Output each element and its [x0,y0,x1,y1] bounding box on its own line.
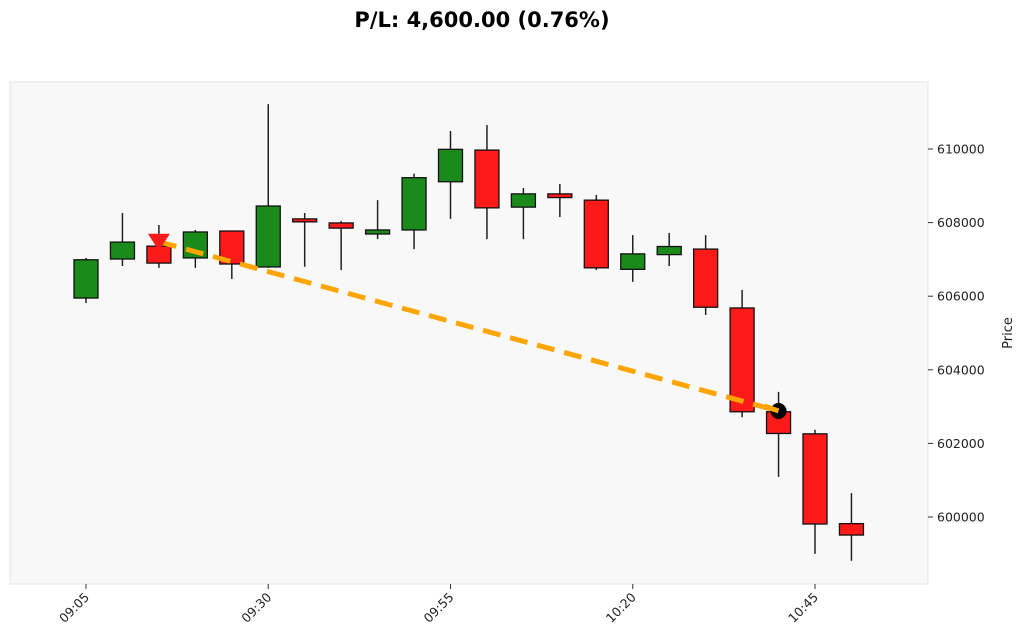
candle-body-down [583,199,609,269]
x-axis: 09:05 09:30 09:55 10:20 10:45 [56,584,821,626]
trade-overlay [147,233,787,420]
candle [109,213,136,267]
candle-body-down [292,218,318,223]
y-tick-label: 608000 [937,215,985,230]
candle [583,194,609,271]
x-tick-label: 09:55 [421,590,457,626]
y-tick-label: 604000 [937,362,985,377]
candle [656,232,682,267]
y-axis: 600000 602000 604000 606000 608000 610000 [928,141,985,525]
candle [146,224,172,268]
candle [73,257,99,304]
candle-body-up [437,148,464,183]
candle-body-down [328,222,354,229]
candle [693,235,719,315]
y-tick-label: 606000 [937,289,985,304]
candle-body-up [656,245,682,256]
candle [474,125,500,240]
candle-body-down [729,307,755,413]
candle [255,104,281,268]
candle [620,235,646,282]
candle [729,289,755,418]
x-tick-label: 09:30 [238,589,274,625]
candle [802,429,828,554]
candle [547,183,573,218]
candle [364,200,391,240]
trade-line [158,239,780,414]
candle-body-up [255,205,281,268]
candle-body-up [620,253,646,270]
trade-line-end [763,403,780,414]
plot-area [9,81,929,585]
candles [73,104,865,561]
entry-marker-icon [147,233,170,251]
candle [437,130,464,219]
candle [328,221,354,271]
y-tick-label: 602000 [937,436,985,451]
candle [510,187,537,240]
x-tick-label: 10:45 [785,590,821,626]
x-tick-label: 09:05 [56,590,92,626]
candle-body-down [547,193,573,199]
y-tick-label: 610000 [937,141,985,156]
candle [838,493,865,561]
chart-title: P/L: 4,600.00 (0.76%) [354,8,609,32]
candle-body-down [838,522,865,536]
candle [219,230,245,279]
candle [401,173,427,250]
candle-body-down [802,433,828,525]
x-tick-label: 10:20 [603,589,639,625]
candle-body-up [73,259,99,299]
candle [292,213,318,267]
candle-body-up [109,241,136,260]
candle-body-down [693,248,719,308]
y-axis-label: Price [1001,317,1016,349]
candle-body-up [401,177,427,231]
candle-body-up [364,229,391,235]
candle-body-down [474,149,500,209]
candle-body-up [510,193,537,208]
y-tick-label: 600000 [937,510,985,525]
